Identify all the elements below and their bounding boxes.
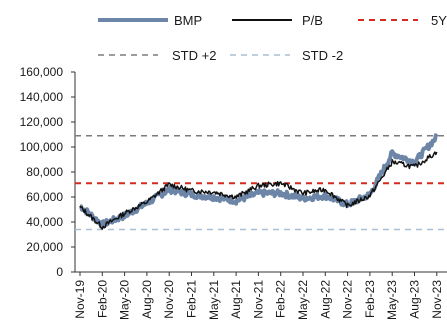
x-tick-label: Aug-21 [229, 280, 243, 319]
x-tick-label: Feb-22 [274, 280, 288, 318]
x-tick-label: Aug-20 [140, 280, 154, 319]
y-tick-label: 80,000 [26, 165, 63, 179]
x-tick-label: Nov-19 [73, 280, 87, 319]
bmp-series-line [79, 133, 439, 229]
x-tick-label: Nov-21 [251, 280, 265, 319]
y-tick-label: 40,000 [26, 215, 63, 229]
y-tick-label: 60,000 [26, 190, 63, 204]
y-tick-label: 100,000 [20, 140, 64, 154]
legend-label-avg5y: 5Y [431, 13, 447, 28]
x-tick-label: Nov-22 [341, 280, 355, 319]
legend-label-std_plus2: STD +2 [172, 48, 216, 63]
x-tick-label: Feb-20 [95, 280, 109, 318]
y-tick-label: 120,000 [20, 115, 64, 129]
y-tick-label: 20,000 [26, 240, 63, 254]
y-tick-label: 0 [56, 265, 63, 279]
x-tick-label: Feb-23 [363, 280, 377, 318]
x-tick-label: May-20 [118, 280, 132, 320]
pb-series-line [79, 151, 438, 230]
x-tick-label: Nov-20 [162, 280, 176, 319]
legend-label-pb: P/B [302, 13, 323, 28]
x-tick-label: May-21 [207, 280, 221, 320]
legend-label-std_minus2: STD -2 [302, 48, 343, 63]
y-tick-label: 160,000 [20, 65, 64, 79]
x-tick-label: Feb-21 [185, 280, 199, 318]
x-tick-label: Aug-23 [408, 280, 422, 319]
x-tick-label: Aug-22 [318, 280, 332, 319]
x-tick-label: May-23 [385, 280, 399, 320]
x-tick-label: Nov-23 [430, 280, 444, 319]
y-tick-label: 140,000 [20, 90, 64, 104]
x-tick-label: May-22 [296, 280, 310, 320]
legend-label-bmp: BMP [174, 13, 202, 28]
